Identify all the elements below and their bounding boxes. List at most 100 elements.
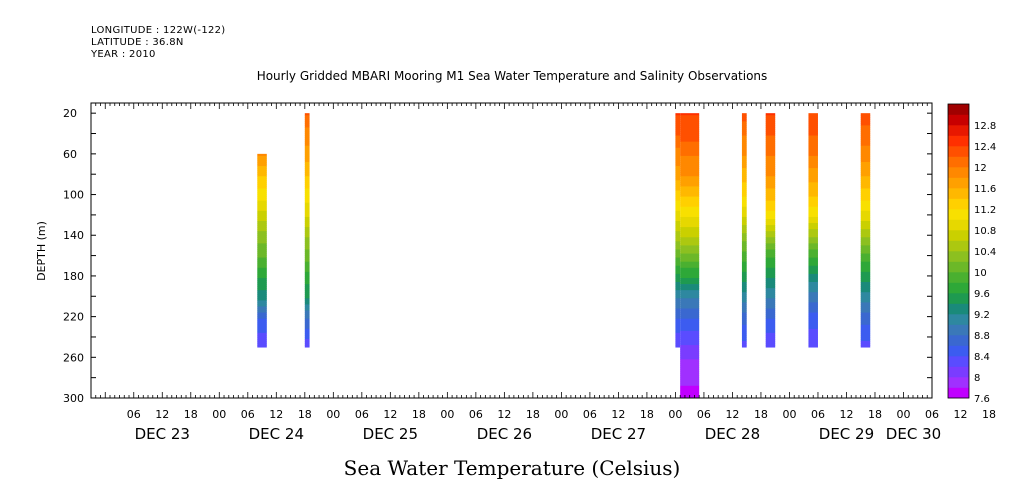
profile-cell: [808, 164, 818, 167]
profile-cell: [257, 164, 267, 167]
profile-cell: [741, 229, 747, 232]
profile-cell: [680, 290, 700, 293]
profile-cell: [680, 312, 700, 315]
profile-cell: [765, 216, 776, 220]
profile-cell: [680, 237, 700, 240]
profile-cell: [741, 186, 747, 189]
profile-cell: [675, 336, 681, 340]
profile-cell: [257, 259, 267, 263]
colorbar-tick-label: 7.6: [974, 394, 990, 405]
profile-cell: [808, 330, 818, 334]
profile-cell: [675, 214, 681, 218]
x-hour-tick-label: 18: [184, 408, 198, 421]
profile-cell: [304, 316, 310, 320]
profile-cell: [860, 298, 871, 301]
profile-cell: [680, 267, 700, 271]
profile-cell: [808, 145, 818, 149]
profile-cell: [808, 139, 818, 143]
profile-cell: [765, 227, 776, 230]
profile-cell: [680, 322, 700, 326]
profile-cell: [765, 129, 776, 132]
y-axis-label: DEPTH (m): [35, 221, 48, 281]
profile-cell: [808, 218, 818, 222]
profile-cell: [304, 288, 310, 291]
profile-cell: [741, 326, 747, 330]
profile-cell: [680, 216, 700, 220]
profile-cell: [741, 310, 747, 313]
profile-cell: [675, 259, 681, 263]
profile-cell: [765, 304, 776, 307]
profile-cell: [765, 198, 776, 202]
profile-cell: [741, 178, 747, 181]
profile-cell: [765, 182, 776, 185]
profile-cell: [257, 176, 267, 179]
profile-cell: [808, 249, 818, 252]
profile-cell: [765, 147, 776, 151]
profile-cell: [257, 172, 267, 175]
profile-cell: [741, 141, 747, 145]
profile-cell: [808, 253, 818, 256]
colorbar-swatch: [948, 387, 969, 399]
profile-cell: [860, 277, 871, 281]
profile-cell: [304, 239, 310, 242]
profile-cell: [741, 147, 747, 151]
profile-cell: [808, 310, 818, 313]
profile-cell: [765, 164, 776, 167]
profile-cell: [675, 188, 681, 191]
y-tick-label: 300: [63, 392, 84, 405]
profile-cell: [257, 235, 267, 238]
profile-cell: [257, 243, 267, 246]
profile-cell: [304, 231, 310, 234]
profile-cell: [765, 194, 776, 197]
profile-cell: [741, 343, 747, 346]
profile-cell: [741, 159, 747, 163]
profile-cell: [860, 282, 871, 285]
profile-cell: [675, 178, 681, 181]
profile-cell: [680, 375, 700, 379]
profile-cell: [765, 277, 776, 281]
profile-cell: [765, 121, 776, 124]
profile-cell: [765, 259, 776, 263]
profile-cell: [257, 343, 267, 346]
profile-cell: [765, 218, 776, 222]
profile-cell: [808, 334, 818, 338]
profile-cell: [675, 345, 681, 348]
profile-cell: [741, 119, 747, 122]
profile-cell: [765, 133, 776, 136]
profile-cell: [808, 339, 818, 342]
profile-cell: [765, 168, 776, 171]
profile-cell: [860, 241, 871, 244]
profile-cell: [257, 336, 267, 340]
profile-cell: [808, 275, 818, 279]
profile-cell: [860, 184, 871, 187]
profile-cell: [675, 141, 681, 145]
x-hour-tick-label: 00: [668, 408, 682, 421]
profile-cell: [860, 273, 871, 277]
profile-cell: [808, 261, 818, 265]
profile-cell: [675, 286, 681, 289]
profile-cell: [765, 229, 776, 232]
profile-cell: [741, 127, 747, 130]
profile-cell: [808, 131, 818, 134]
profile-cell: [741, 133, 747, 136]
profile-cell: [680, 174, 700, 177]
colorbar-tick-label: 9.2: [974, 310, 990, 321]
x-day-label: DEC 23: [135, 425, 190, 443]
profile-cell: [765, 306, 776, 309]
profile-cell: [304, 145, 310, 149]
profile-cell: [304, 284, 310, 287]
profile-cell: [860, 290, 871, 293]
profile-cell: [808, 322, 818, 326]
profile-cell: [741, 216, 747, 220]
x-day-label: DEC 24: [249, 425, 304, 443]
profile-cell: [741, 182, 747, 185]
profile-cell: [675, 265, 681, 269]
profile-cell: [741, 237, 747, 240]
colorbar-swatch: [948, 282, 969, 294]
profile-cell: [741, 113, 747, 116]
profile-cell: [808, 204, 818, 208]
profile-cell: [304, 223, 310, 226]
profile-cell: [860, 308, 871, 311]
profile-cell: [304, 245, 310, 248]
profile-cell: [860, 229, 871, 232]
